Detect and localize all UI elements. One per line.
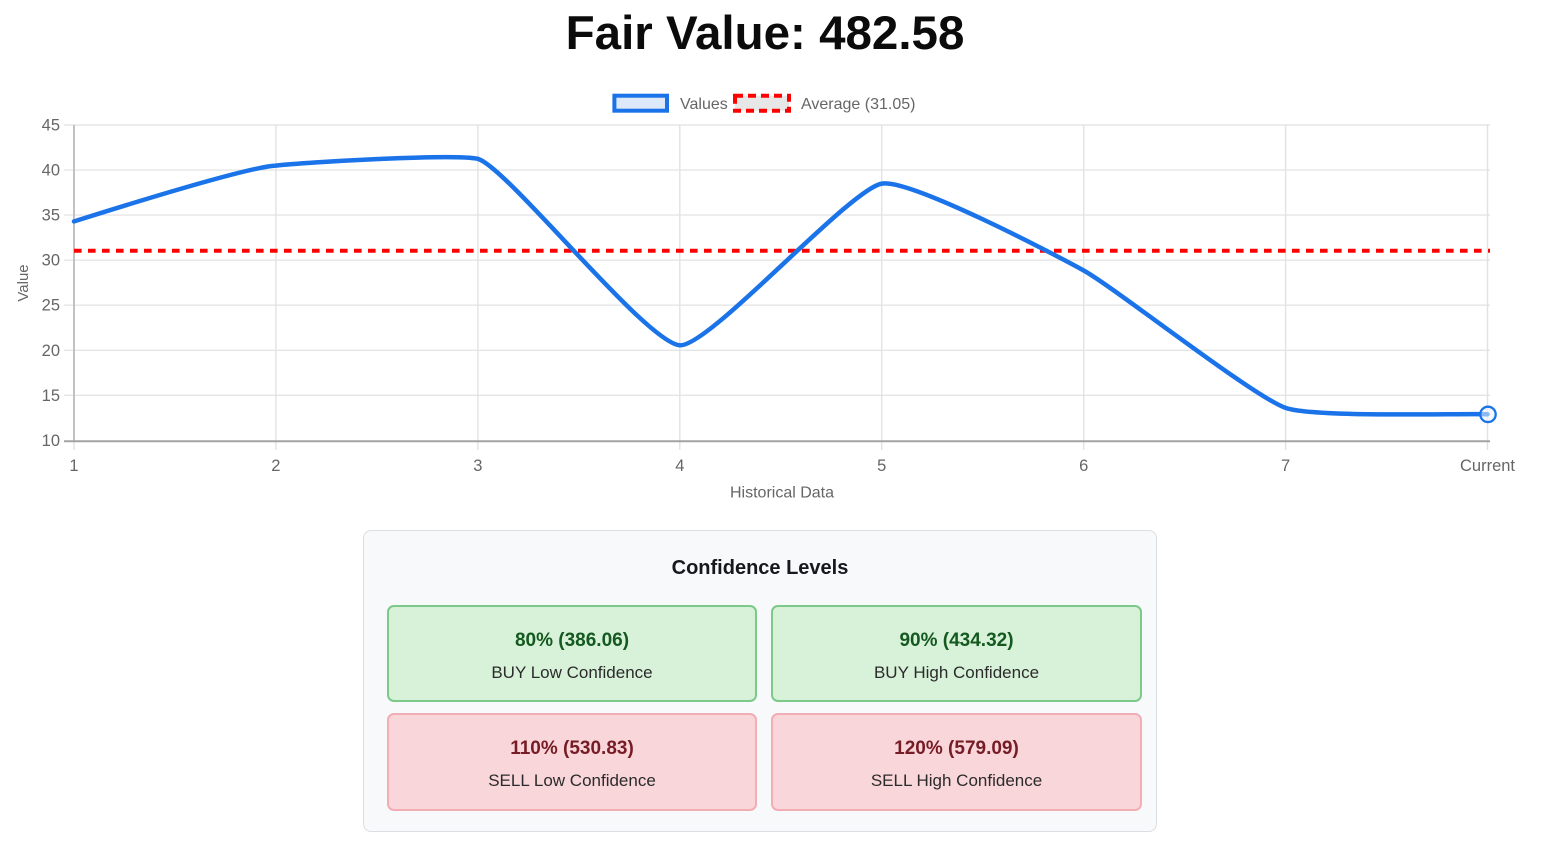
svg-text:5: 5 [877, 457, 886, 475]
svg-text:7: 7 [1281, 457, 1290, 475]
svg-text:6: 6 [1079, 457, 1088, 475]
svg-text:40: 40 [42, 162, 60, 180]
svg-text:25: 25 [42, 297, 60, 315]
svg-text:Current: Current [1460, 457, 1515, 475]
svg-text:15: 15 [42, 387, 60, 405]
svg-text:3: 3 [473, 457, 482, 475]
svg-text:Value: Value [15, 264, 32, 301]
svg-text:Values: Values [680, 96, 728, 113]
svg-text:Average (31.05): Average (31.05) [801, 96, 915, 113]
svg-text:35: 35 [42, 207, 60, 225]
svg-text:4: 4 [675, 457, 684, 475]
svg-text:10: 10 [42, 432, 60, 450]
svg-text:2: 2 [271, 457, 280, 475]
svg-text:30: 30 [42, 252, 60, 270]
svg-text:20: 20 [42, 342, 60, 360]
svg-text:45: 45 [42, 117, 60, 135]
svg-text:Historical Data: Historical Data [730, 484, 834, 501]
svg-text:1: 1 [69, 457, 78, 475]
